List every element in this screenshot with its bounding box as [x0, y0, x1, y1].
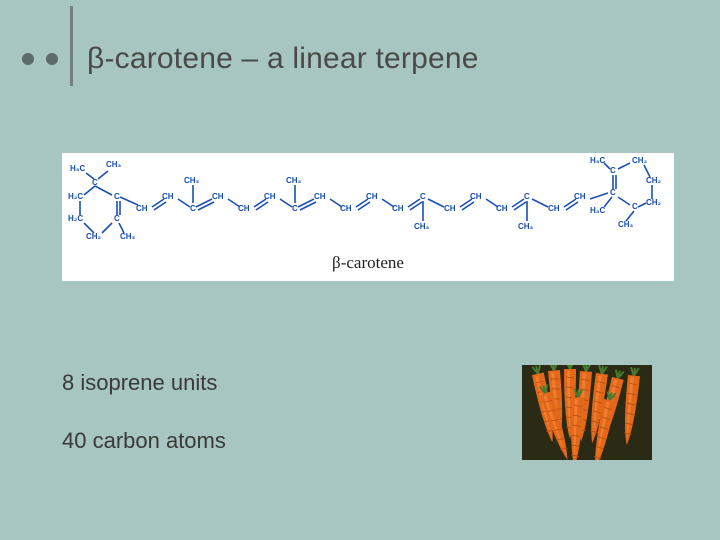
- bullet-dot: [46, 53, 58, 65]
- fact-carbon: 40 carbon atoms: [62, 428, 226, 454]
- label-ch: CH: [238, 204, 250, 213]
- structure-caption: β-carotene: [62, 253, 674, 273]
- label-c: C: [190, 204, 196, 213]
- label-c: C: [632, 202, 638, 211]
- slide: β-carotene – a linear terpene H₃C CH₃ C …: [0, 0, 720, 540]
- carrots-illustration: [522, 365, 652, 460]
- label-c: C: [420, 192, 426, 201]
- label-c: C: [292, 204, 298, 213]
- label-ch: CH: [392, 204, 404, 213]
- label-ch: CH: [496, 204, 508, 213]
- label-c: C: [610, 188, 616, 197]
- label-ch3: CH₃: [184, 176, 200, 185]
- label-ch3: CH₃: [414, 222, 430, 231]
- label-c: C: [610, 166, 616, 175]
- label-c: C: [114, 192, 120, 201]
- fact-isoprene: 8 isoprene units: [62, 370, 217, 396]
- label-c: C: [524, 192, 530, 201]
- label-ch3: CH₃: [618, 220, 634, 229]
- label-ch: CH: [340, 204, 352, 213]
- label-ch2: CH₂: [646, 176, 662, 185]
- label-ch3: CH₃: [286, 176, 302, 185]
- title-bar: β-carotene – a linear terpene: [22, 32, 479, 86]
- label-c: C: [114, 214, 120, 223]
- label-ch: CH: [314, 192, 326, 201]
- label-ch3: CH₃: [518, 222, 534, 231]
- label-ch: CH: [548, 204, 560, 213]
- label-ch: CH: [136, 204, 148, 213]
- label-h2c: H₂C: [68, 214, 83, 223]
- label-c: C: [92, 178, 98, 187]
- chemical-structure-panel: H₃C CH₃ C H₂C C H₂C C CH₂ CH₃: [62, 153, 674, 281]
- label-h2c: H₂C: [68, 192, 83, 201]
- label-ch2: CH₂: [646, 198, 662, 207]
- label-ch2: CH₂: [632, 156, 648, 165]
- label-ch2: CH₂: [86, 232, 102, 241]
- label-h3c: H₃C: [590, 206, 605, 215]
- carrots-photo: [522, 365, 652, 460]
- label-h3c: H₃C: [590, 156, 605, 165]
- slide-title: β-carotene – a linear terpene: [87, 42, 479, 76]
- label-ch3: CH₃: [106, 160, 122, 169]
- label-ch3: CH₃: [120, 232, 136, 241]
- label-ch: CH: [212, 192, 224, 201]
- bullet-dot: [22, 53, 34, 65]
- label-h3c: H₃C: [70, 164, 85, 173]
- label-ch: CH: [444, 204, 456, 213]
- accent-line: [70, 6, 73, 86]
